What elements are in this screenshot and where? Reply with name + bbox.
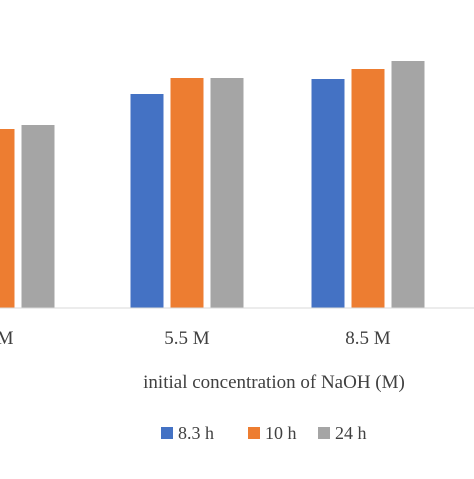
x-tick-label: 5.5 M [164,328,210,349]
bar-2-2 [391,61,425,308]
bars-layer [0,61,425,308]
bar-2-1 [351,69,385,308]
bar-0-1 [0,129,15,308]
x-tick-label: 5 M [0,328,14,349]
legend-label-0: 8.3 h [178,423,214,443]
legend-label-2: 24 h [335,423,367,443]
bar-1-2 [210,78,244,308]
bar-0-2 [21,125,55,308]
x-tick-label: 8.5 M [345,328,391,349]
bar-1-0 [130,94,164,308]
legend-swatch-2 [318,427,330,439]
x-axis-title: initial concentration of NaOH (M) [143,372,405,393]
legend-label-1: 10 h [265,423,297,443]
legend: 8.3 h 10 h 24 h [161,423,367,443]
legend-swatch-1 [248,427,260,439]
bar-1-1 [170,78,204,308]
legend-swatch-0 [161,427,173,439]
x-tick-labels: 5 M 5.5 M 8.5 M [0,328,391,349]
bar-2-0 [311,79,345,308]
